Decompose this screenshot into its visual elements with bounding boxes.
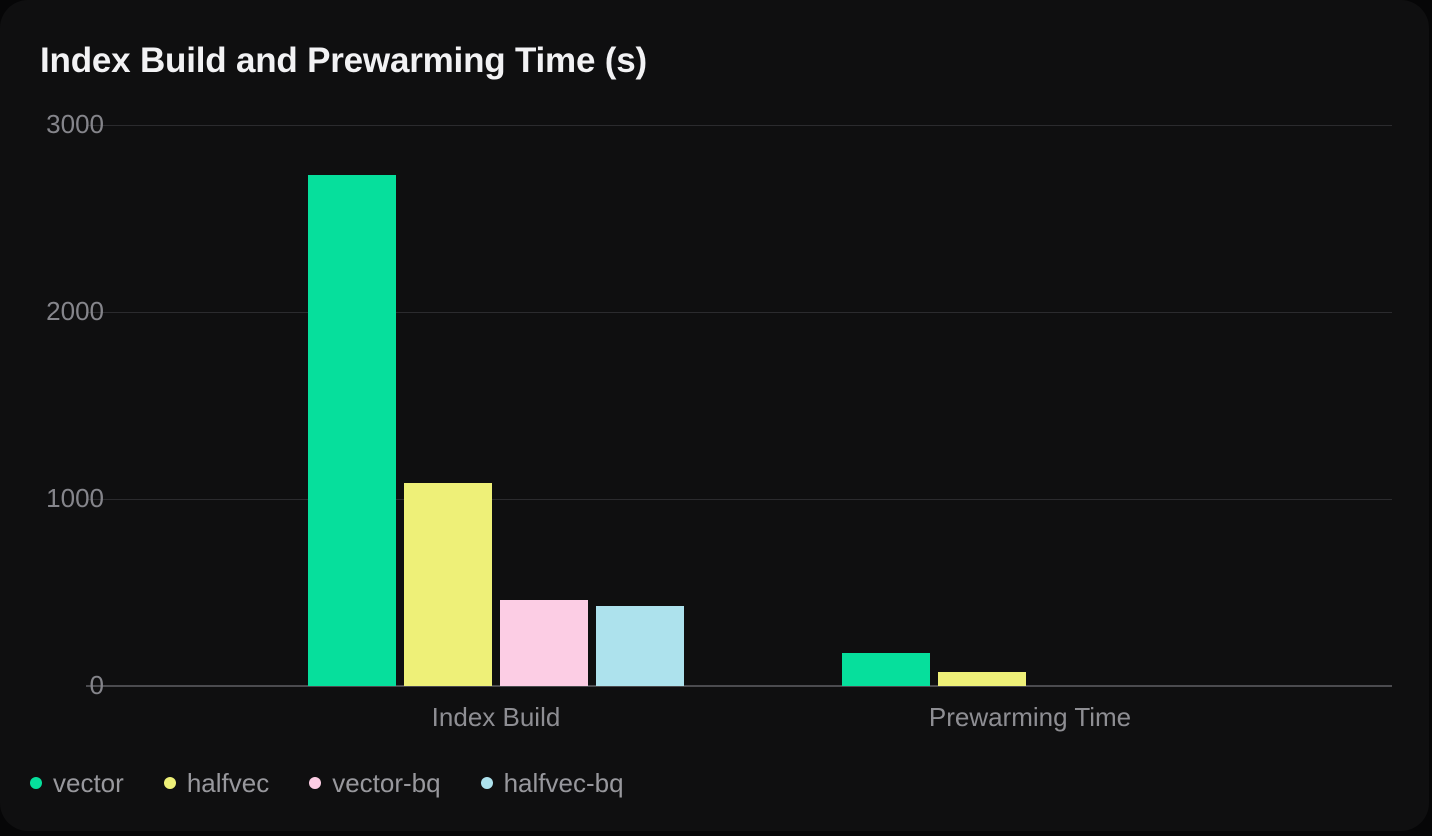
x-category-label-prewarming-time: Prewarming Time [928, 702, 1132, 732]
legend-label-halfvec: halfvec [186, 767, 270, 798]
legend: vector halfvec vector-bq halfvec-bq [30, 767, 624, 799]
legend-item-vector-bq: vector-bq [309, 767, 441, 799]
legend-label-vector-bq: vector-bq [332, 767, 441, 798]
plot-area: 0 1000 2000 3000 Index Build Prewarming Time [46, 108, 1392, 732]
legend-dot-icon-halfvec-bq [480, 777, 493, 789]
gridline-0 [86, 685, 1392, 687]
legend-item-halfvec: halfvec [163, 767, 270, 799]
bar-vector-index-build [308, 175, 396, 686]
legend-item-vector: vector [30, 768, 124, 799]
y-tick-label-2000: 2000 [46, 295, 104, 326]
legend-item-halfvec-bq: halfvec-bq [480, 767, 624, 799]
legend-label-halfvec-bq: halfvec-bq [503, 767, 624, 798]
bar-halfvec-index-build [404, 483, 492, 686]
y-tick-label-3000: 3000 [46, 108, 104, 139]
y-tick-label-1000: 1000 [46, 482, 104, 513]
legend-dot-icon-halfvec [163, 777, 176, 789]
y-tick-label-0: 0 [89, 669, 104, 700]
legend-label-vector: vector [53, 767, 124, 798]
legend-dot-icon-vector-bq [309, 777, 322, 789]
bar-halfvec-prewarming-time [938, 671, 1026, 686]
bar-vector-bq-index-build [500, 599, 588, 686]
bar-halfvec-bq-index-build [596, 605, 684, 686]
legend-dot-icon-vector [30, 777, 42, 789]
bar-vector-prewarming-time [842, 653, 930, 686]
chart-title: Index Build and Prewarming Time (s) [40, 41, 647, 80]
x-category-label-index-build: Index Build [431, 702, 561, 732]
gridline-3000 [86, 125, 1392, 126]
gridline-2000 [86, 312, 1392, 313]
gridline-1000 [86, 499, 1392, 500]
